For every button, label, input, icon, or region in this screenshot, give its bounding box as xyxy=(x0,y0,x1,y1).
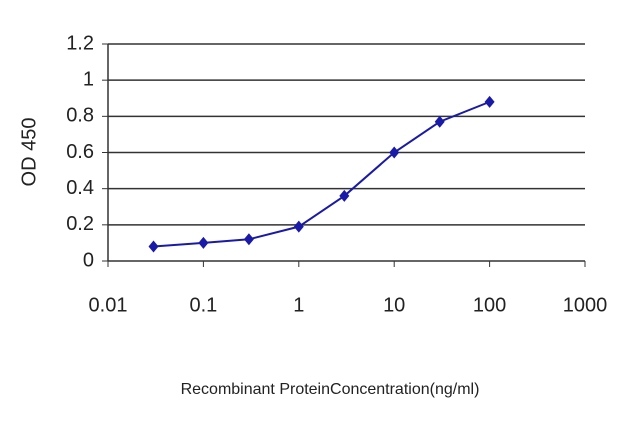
x-axis-label: Recombinant ProteinConcentration(ng/ml) xyxy=(181,381,480,398)
data-point xyxy=(243,233,254,246)
y-tick-label: 0.8 xyxy=(66,105,94,127)
data-point xyxy=(339,189,350,202)
data-point xyxy=(484,95,495,108)
y-tick-label: 1.2 xyxy=(66,32,94,54)
y-tick-label: 0.2 xyxy=(66,213,94,235)
x-tick-label: 0.1 xyxy=(189,294,217,316)
y-tick-label: 1 xyxy=(83,68,94,90)
data-point xyxy=(198,236,209,249)
x-tick-label: 1000 xyxy=(563,294,608,316)
series-line xyxy=(153,100,490,248)
data-point xyxy=(389,146,400,159)
data-point xyxy=(293,220,304,233)
data-point xyxy=(434,115,445,128)
x-tick-label: 100 xyxy=(473,294,506,316)
x-tick-label: 10 xyxy=(383,294,405,316)
y-axis-label: OD 450 xyxy=(18,118,40,187)
y-tick-label: 0.4 xyxy=(66,177,94,199)
y-tick-label: 0.6 xyxy=(66,141,94,163)
y-tick-label: 0 xyxy=(83,249,94,271)
data-point xyxy=(148,240,159,253)
x-tick-label: 1 xyxy=(293,294,304,316)
x-tick-label: 0.01 xyxy=(89,294,128,316)
